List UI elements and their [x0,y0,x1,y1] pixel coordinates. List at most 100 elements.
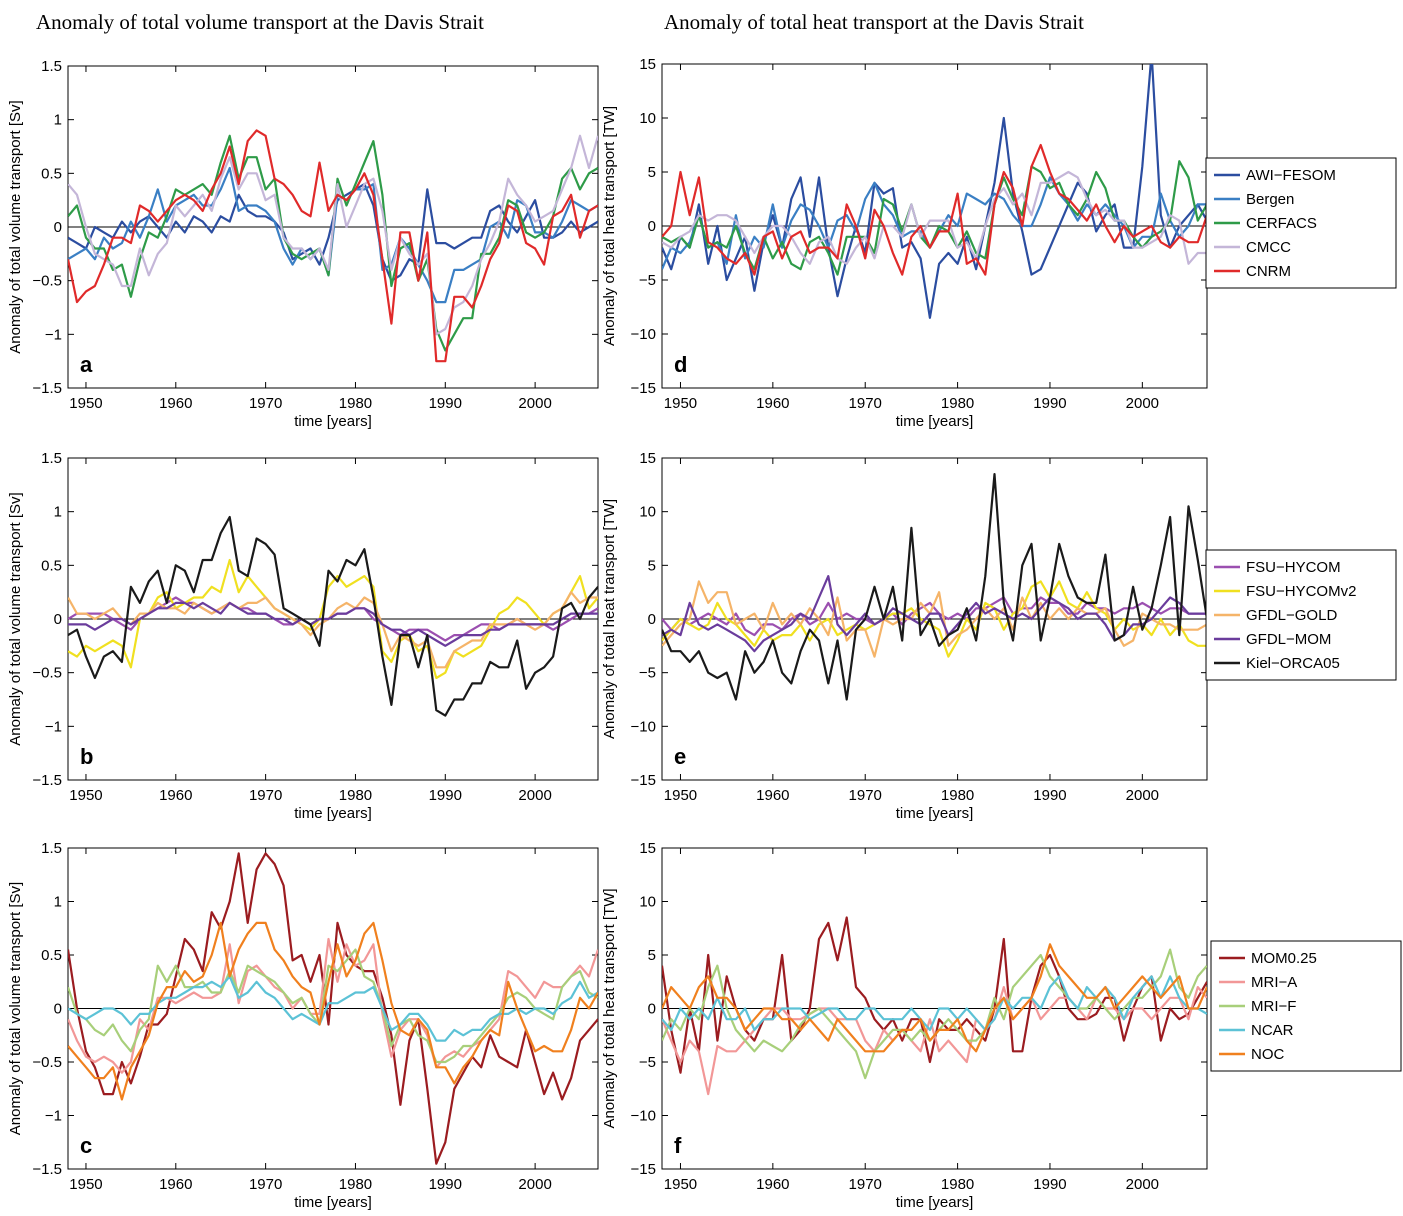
x-tick-label: 1990 [1033,395,1066,412]
x-tick-label: 1970 [849,787,882,804]
right-column-title: Anomaly of total heat transport at the D… [664,10,1084,34]
legend-label: MOM0.25 [1251,950,1317,967]
x-tick-label: 1970 [249,395,282,412]
y-tick-label: 0 [648,611,656,628]
x-tick-label: 2000 [518,395,551,412]
y-tick-label: 1.5 [41,840,62,857]
y-tick-label: 15 [639,450,656,467]
x-axis-label: time [years] [896,805,974,822]
series-line-mom0-25 [68,852,598,1165]
series-line-cmcc [662,170,1207,265]
x-tick-label: 2000 [1126,787,1159,804]
x-axis-label: time [years] [896,413,974,430]
y-tick-label: 1 [54,894,62,911]
x-tick-label: 1970 [249,1176,282,1193]
legend-label: GFDL−GOLD [1246,607,1337,624]
chart-f: 1950 1960 1970 1980 1990 2000 −15 −10 −5 0 5 10 15 ti… [601,840,1402,1211]
series-group [662,916,1207,1096]
x-tick-label: 1950 [664,1176,697,1193]
y-tick-label: −10 [631,326,656,343]
legend-label: CMCC [1246,239,1291,256]
legend-label: Kiel−ORCA05 [1246,655,1340,672]
y-tick-label: 0 [54,1001,62,1018]
x-tick-label: 2000 [518,787,551,804]
y-tick-label: 1.5 [41,450,62,467]
series-line-noc [662,943,1207,1053]
x-tick-label: 1970 [849,1176,882,1193]
y-tick-label: −0.5 [32,665,62,682]
y-tick-label: −15 [631,1161,656,1178]
y-tick-label: 0.5 [41,947,62,964]
y-tick-label: −0.5 [32,273,62,290]
series-group [662,64,1207,319]
y-tick-label: −1 [45,718,62,735]
x-tick-label: 1960 [756,1176,789,1193]
legend-label: FSU−HYCOM [1246,559,1341,576]
series-group [662,472,1207,701]
left-column-title: Anomaly of total volume transport at the… [36,10,484,34]
x-tick-label: 2000 [1126,1176,1159,1193]
y-tick-label: −1.5 [32,772,62,789]
legend: AWI−FESOM Bergen CERFACS CMCC CNRM [1205,157,1397,289]
legend: MOM0.25 MRI−A MRI−F NCAR NOC [1210,940,1402,1072]
series-line-gfdl-gold [662,580,1207,658]
y-tick-label: 0.5 [41,557,62,574]
y-tick-label: 1.5 [41,58,62,75]
x-tick-label: 1990 [1033,1176,1066,1193]
series-line-noc [68,921,598,1101]
series-line-mom0-25 [662,916,1207,1074]
series-line-kiel-orca05 [662,472,1207,701]
y-tick-label: −5 [639,272,656,289]
y-tick-label: −10 [631,1108,656,1125]
x-tick-label: 1970 [849,395,882,412]
y-tick-label: 5 [648,164,656,181]
x-tick-label: 1950 [69,787,102,804]
legend-label: GFDL−MOM [1246,631,1331,648]
y-tick-label: −1.5 [32,380,62,397]
panel-label: a [80,352,93,377]
series-line-gfdl-mom [68,601,598,647]
y-axis-label: Anomaly of total volume transport [Sv] [7,492,24,745]
y-tick-label: 5 [648,947,656,964]
x-tick-label: 1960 [159,1176,192,1193]
x-tick-label: 1990 [429,787,462,804]
panel-label: e [674,744,686,769]
x-axis-label: time [years] [896,1194,974,1211]
y-tick-label: −5 [639,1054,656,1071]
y-tick-label: −15 [631,380,656,397]
y-tick-label: 15 [639,840,656,857]
x-tick-label: 1950 [69,395,102,412]
series-line-fsu-hycom [662,596,1207,637]
series-group [68,515,598,717]
x-tick-label: 2000 [1126,395,1159,412]
x-tick-label: 1950 [664,787,697,804]
x-tick-label: 1990 [429,1176,462,1193]
series-line-mri-f [68,948,598,1064]
y-axis-label: Anomaly of total heat transport [TW] [601,106,618,346]
x-tick-label: 1960 [159,395,192,412]
y-axis-label: Anomaly of total volume transport [Sv] [7,882,24,1135]
series-line-kiel-orca05 [68,515,598,717]
chart-a: 1950 1960 1970 1980 1990 2000 −1.5 −1 −0.5 0 0.5 1 1… [7,58,599,430]
x-axis-label: time [years] [294,413,372,430]
y-tick-label: 1 [54,112,62,129]
y-tick-label: 10 [639,894,656,911]
legend: FSU−HYCOM FSU−HYCOMv2 GFDL−GOLD GFDL−MOM Kie… [1205,549,1397,681]
series-line-cmcc [68,134,598,336]
series-group [68,852,598,1165]
series-line-ncar [662,975,1207,1031]
y-tick-label: 0 [648,1001,656,1018]
legend-label: NOC [1251,1046,1285,1063]
x-tick-label: 1960 [756,395,789,412]
x-tick-label: 1990 [429,395,462,412]
y-tick-label: 0 [648,218,656,235]
x-tick-label: 1990 [1033,787,1066,804]
panel-label: c [80,1133,92,1158]
legend-label: MRI−A [1251,974,1297,991]
panel-label: f [674,1133,682,1158]
y-tick-label: −15 [631,772,656,789]
series-line-awi-fesom [662,64,1207,319]
legend-label: FSU−HYCOMv2 [1246,583,1356,600]
chart-c: 1950 1960 1970 1980 1990 2000 −1.5 −1 −0.5 0 0.5 1 1… [7,840,599,1211]
legend-label: MRI−F [1251,998,1296,1015]
